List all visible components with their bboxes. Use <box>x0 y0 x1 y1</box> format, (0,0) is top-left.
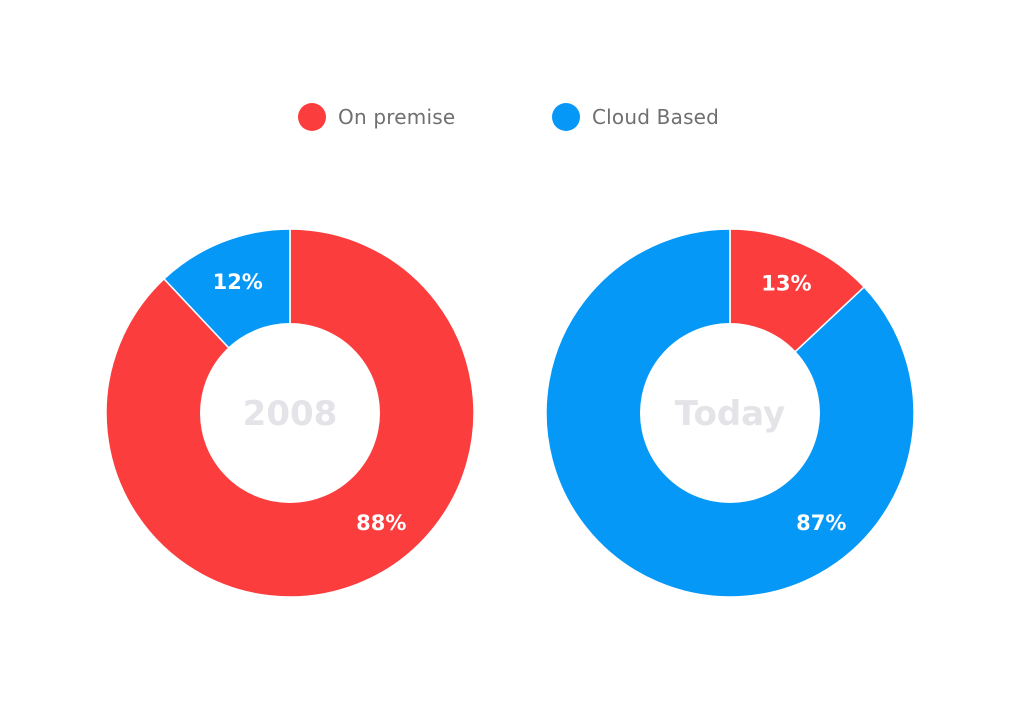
data-label-on-premise: 13% <box>761 272 811 296</box>
donut-center-label: Today <box>675 394 785 434</box>
legend-label-cloud-based: Cloud Based <box>592 105 720 129</box>
donut-chart-1: 2008 88% 12% <box>105 228 475 598</box>
data-label-cloud-based: 87% <box>796 511 846 535</box>
legend-label-on-premise: On premise <box>338 105 456 129</box>
legend-item-on-premise: On premise <box>298 100 455 134</box>
donut-chart-2: Today 13% 87% <box>545 228 915 598</box>
data-label-cloud-based: 12% <box>213 270 263 294</box>
chart-legend: On premise Cloud Based <box>0 100 1024 134</box>
donut-hole <box>640 323 820 503</box>
donut-center-label: 2008 <box>243 394 338 434</box>
legend-swatch-on-premise <box>298 103 326 131</box>
legend-swatch-cloud-based <box>552 103 580 131</box>
legend-item-cloud-based: Cloud Based <box>552 100 719 134</box>
donut-hole <box>200 323 380 503</box>
data-label-on-premise: 88% <box>356 511 406 535</box>
